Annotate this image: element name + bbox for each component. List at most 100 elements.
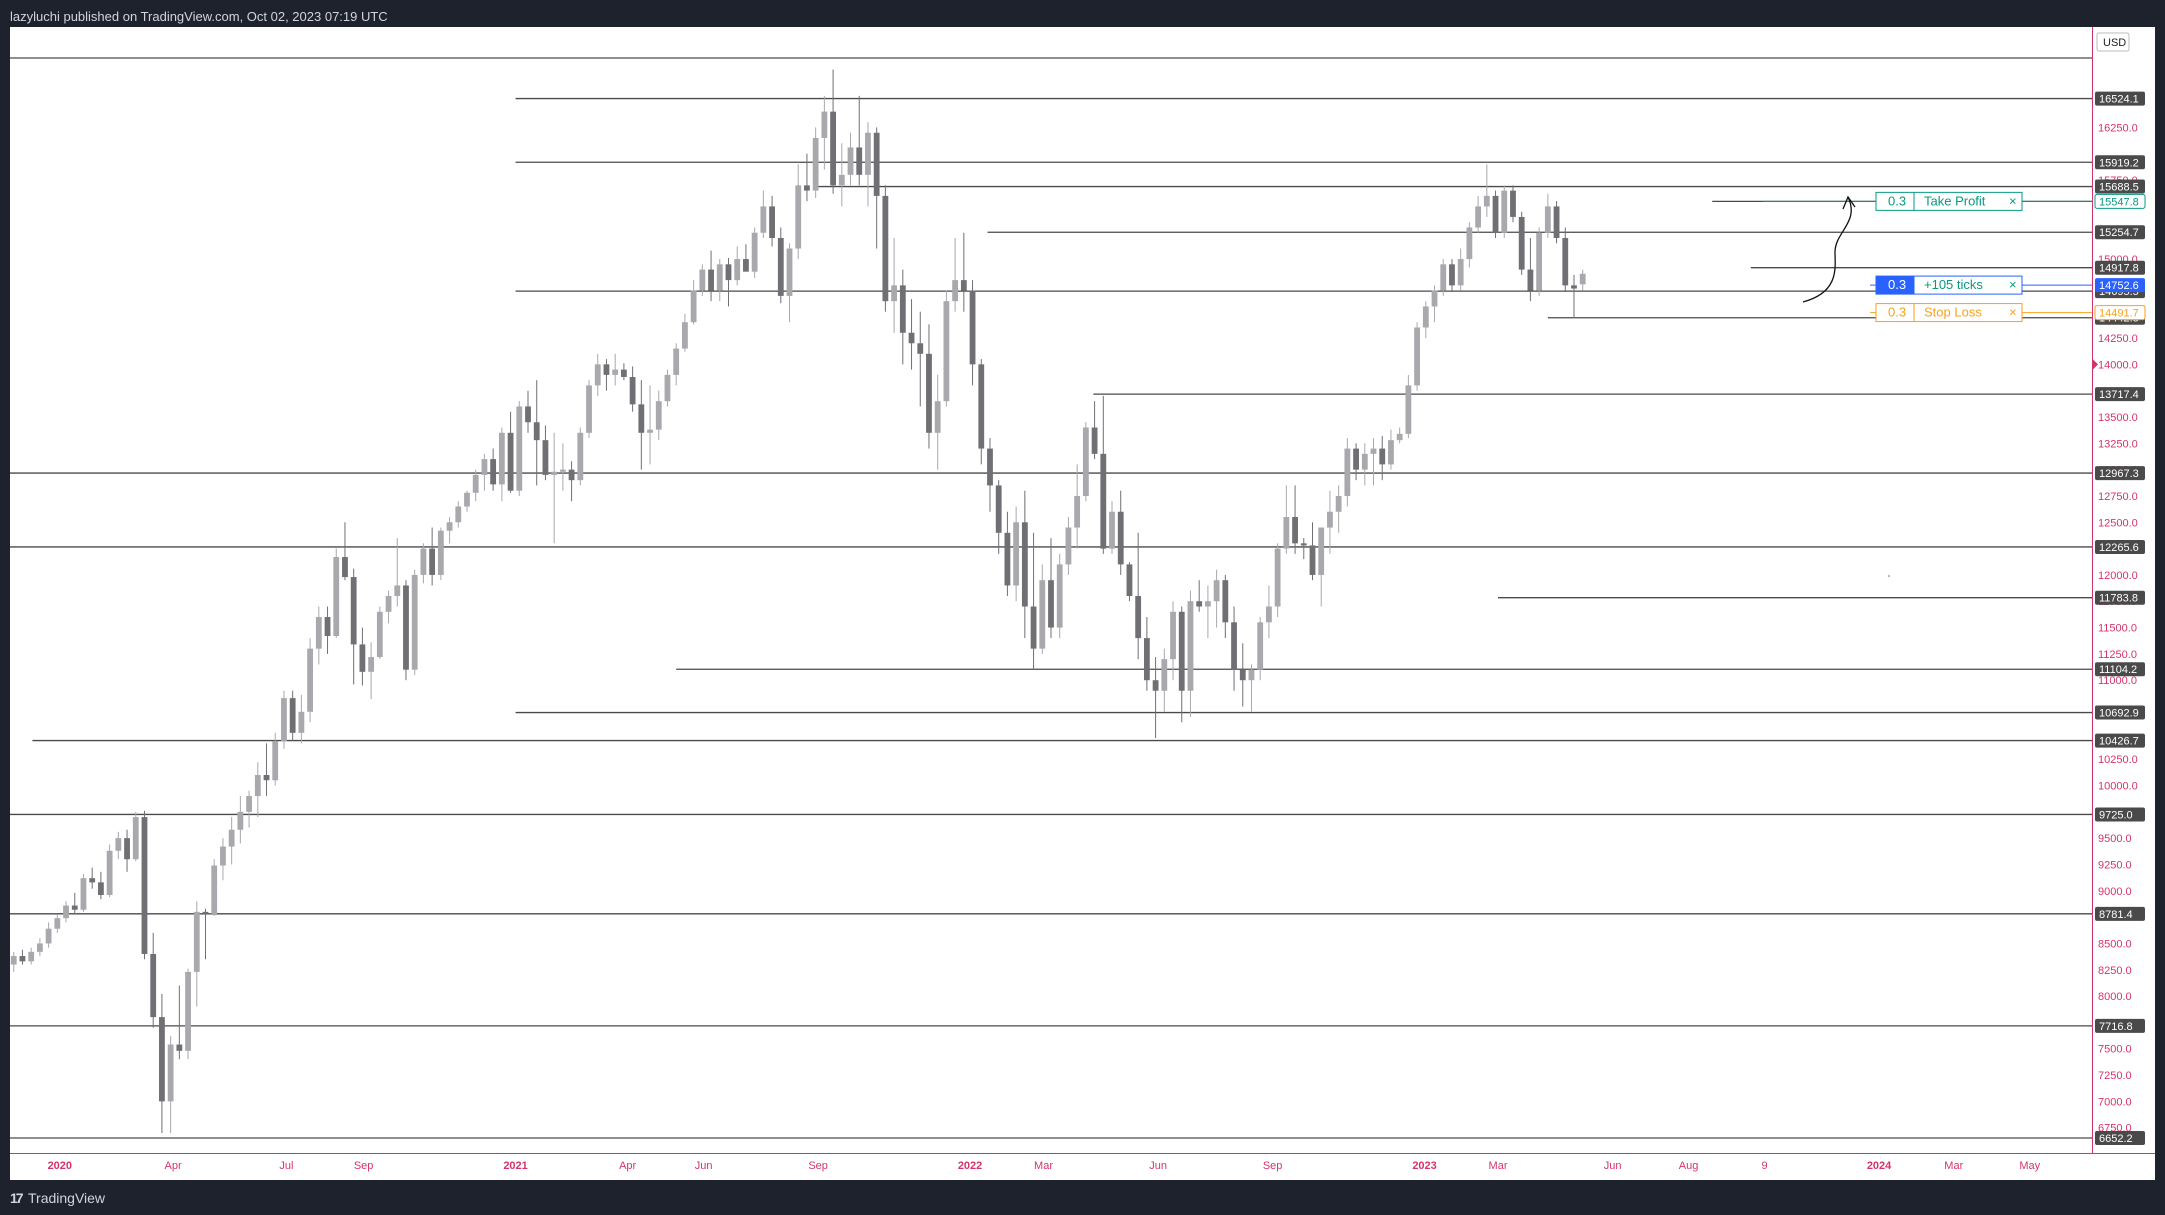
candle-body (63, 905, 69, 919)
stop_loss-price-tag: 14491.7 (2099, 308, 2139, 320)
candle-body (28, 951, 35, 962)
candle-body (1414, 327, 1420, 386)
candle-body (376, 611, 383, 658)
candle-body (647, 429, 653, 433)
candle-body (655, 401, 662, 430)
candle-body (394, 585, 401, 596)
price-tick-label: 9000.0 (2098, 886, 2132, 898)
drawn-arrow-head (1842, 195, 1856, 210)
candle-body (89, 878, 96, 883)
candle-body (551, 471, 558, 475)
candle-body (1571, 285, 1577, 289)
candle-body (1501, 190, 1508, 233)
candle-body (978, 364, 985, 449)
header-bar: lazyluchi published on TradingView.com, … (0, 0, 2165, 27)
candle-body (1466, 227, 1473, 260)
candle-body (141, 817, 148, 954)
candle-body (342, 557, 348, 578)
candle-body (1527, 269, 1534, 291)
take-profit-order-label-box (1913, 191, 2023, 211)
candle-body (699, 269, 706, 291)
candle-body (315, 617, 322, 649)
candle-body (682, 322, 688, 349)
price-tick-label: 11000.0 (2098, 675, 2137, 687)
level-price-tag: 10426.7 (2099, 736, 2139, 748)
candle-body (1292, 517, 1298, 544)
current-price-tag: 14752.6 (2099, 280, 2139, 292)
candle-body (490, 459, 497, 485)
candle-body (1204, 601, 1211, 607)
candle-body (254, 774, 261, 797)
candle-body (1361, 453, 1368, 470)
candle-body (908, 332, 915, 344)
level-price-tag-box (2095, 155, 2145, 170)
candle-body (620, 369, 627, 377)
candle-body (1344, 448, 1351, 496)
candle-body (1353, 448, 1359, 470)
price-tick-label: 12000.0 (2098, 570, 2138, 582)
level-price-tag-box (2095, 539, 2145, 554)
price-tick-label: 8000.0 (2098, 991, 2132, 1003)
level-price-tag: 13717.4 (2099, 389, 2139, 401)
candle-body (202, 911, 209, 914)
candle-body (1170, 611, 1176, 660)
level-price-tag: 12265.6 (2099, 542, 2139, 554)
footer-bar: 17 TradingView (0, 1180, 2165, 1215)
candle-body (690, 290, 697, 323)
candle-body (167, 1044, 174, 1102)
level-price-tag-box (2095, 1018, 2145, 1033)
candle-body (124, 838, 130, 860)
level-price-tag-box (2095, 733, 2145, 748)
candle-body (1544, 206, 1551, 233)
take-profit-order-label: Take Profit (1924, 193, 1986, 208)
level-price-tag: 15688.5 (2099, 182, 2139, 194)
tradingview-logo[interactable]: 17 TradingView (10, 1190, 105, 1206)
candle-body (1396, 433, 1403, 441)
candle-body (865, 132, 871, 175)
candle-body (1309, 545, 1316, 575)
chart-background (10, 27, 2155, 1180)
candle-body (71, 905, 78, 910)
time-tick-label: May (2019, 1160, 2040, 1172)
candle-body (472, 474, 479, 493)
price-tick-label: 13250.0 (2098, 438, 2138, 450)
candle-body (1536, 232, 1543, 291)
candle-body (891, 285, 898, 302)
candle-body (10, 956, 17, 965)
candle-body (673, 348, 680, 375)
level-price-tag-box (2095, 179, 2145, 194)
candle-body (1440, 264, 1447, 291)
candle-body (760, 206, 767, 233)
time-tick-label: Mar (1034, 1160, 1053, 1172)
candle-body (734, 259, 741, 281)
candle-body (1422, 306, 1429, 328)
candle-body (795, 185, 802, 249)
candle-body (263, 774, 270, 781)
candle-body (1483, 195, 1490, 207)
candle-body (777, 237, 784, 296)
time-axis-background (10, 1153, 2155, 1180)
candle-body (917, 343, 924, 354)
candle-body (821, 111, 828, 138)
candle-body (960, 280, 967, 291)
level-price-tag: 15254.7 (2099, 227, 2139, 239)
candle-body (1178, 611, 1185, 691)
price-chart[interactable]: 0.3 Take Profit × 0.3 +105 ticks × 0.3 Stop Los… (10, 27, 2155, 1180)
candle-body (1117, 511, 1124, 565)
entry-order-label: +105 ticks (1924, 277, 1983, 292)
candle-body (1152, 680, 1159, 691)
candle-body (934, 401, 941, 433)
currency-label: USD (2103, 37, 2126, 49)
level-price-tag: 11783.8 (2099, 593, 2138, 605)
level-price-tag: 8781.4 (2099, 909, 2133, 921)
candle-body (1213, 580, 1220, 602)
candle-body (359, 644, 366, 672)
level-price-tag-box (2095, 662, 2145, 677)
candle-body (1231, 622, 1237, 670)
candle-body (830, 111, 836, 186)
level-price-tag: 14917.8 (2099, 263, 2139, 275)
current-price-tag-box (2095, 278, 2145, 293)
chart-area[interactable]: 0.3 Take Profit × 0.3 +105 ticks × 0.3 Stop Los… (10, 27, 2155, 1180)
level-price-tag-box (2095, 225, 2145, 240)
candle-body (132, 817, 139, 860)
